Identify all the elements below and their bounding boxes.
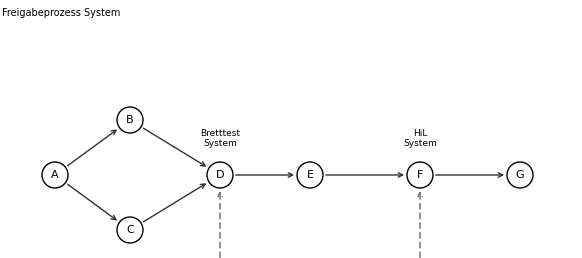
Circle shape: [297, 162, 323, 188]
Circle shape: [42, 162, 68, 188]
Text: A: A: [51, 170, 59, 180]
Text: HiL
System: HiL System: [403, 128, 437, 148]
Text: G: G: [516, 170, 524, 180]
Text: B: B: [126, 115, 134, 125]
Circle shape: [407, 162, 433, 188]
Text: C: C: [126, 225, 134, 235]
Circle shape: [117, 217, 143, 243]
Text: Freigabeprozess System: Freigabeprozess System: [2, 8, 120, 18]
Text: E: E: [307, 170, 314, 180]
Circle shape: [207, 162, 233, 188]
Text: D: D: [216, 170, 224, 180]
Circle shape: [117, 107, 143, 133]
Circle shape: [507, 162, 533, 188]
Text: F: F: [417, 170, 423, 180]
Text: Bretttest
System: Bretttest System: [200, 128, 240, 148]
